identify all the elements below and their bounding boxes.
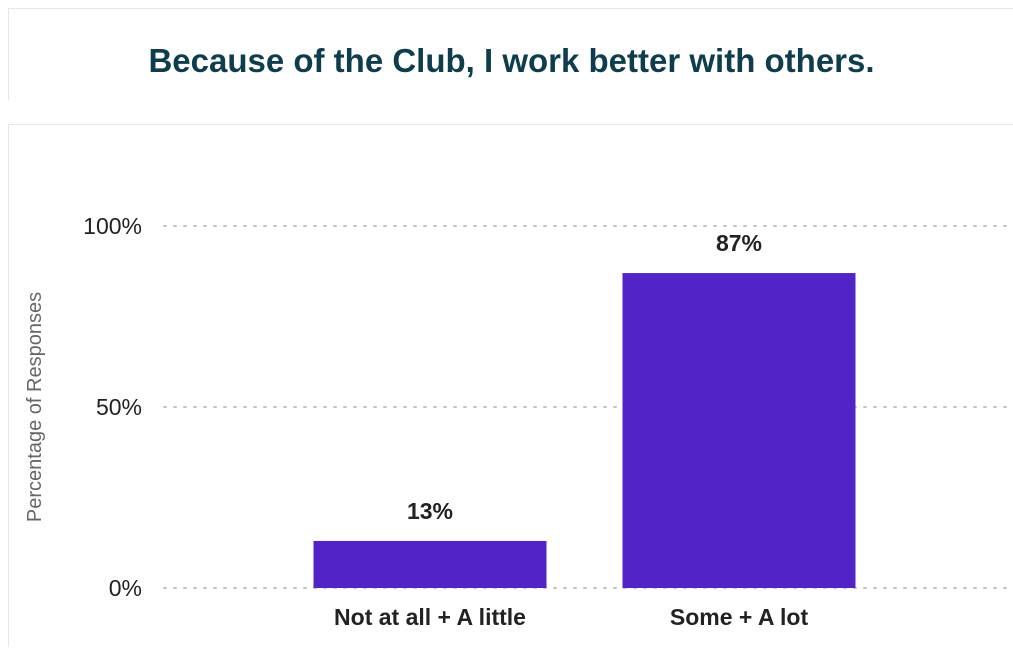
bar-chart: Percentage of Responses 0% 50% 100% 13% Not a… — [24, 213, 1013, 630]
bar-value-label: 13% — [407, 498, 453, 524]
bar-1 — [622, 273, 856, 588]
chart-panel: Percentage of Responses 0% 50% 100% 13% Not a… — [8, 124, 1013, 647]
y-tick-label: 0% — [109, 575, 142, 601]
x-tick-label: Not at all + A little — [334, 604, 526, 630]
y-tick-label: 50% — [96, 394, 142, 420]
title-panel: Because of the Club, I work better with … — [8, 8, 1013, 100]
chart-title: Because of the Club, I work better with … — [148, 42, 875, 79]
bar-0 — [313, 540, 547, 588]
x-tick-label: Some + A lot — [670, 604, 809, 630]
bar-value-label: 87% — [716, 230, 762, 256]
y-tick-label: 100% — [83, 213, 142, 239]
y-axis-label: Percentage of Responses — [24, 292, 46, 522]
